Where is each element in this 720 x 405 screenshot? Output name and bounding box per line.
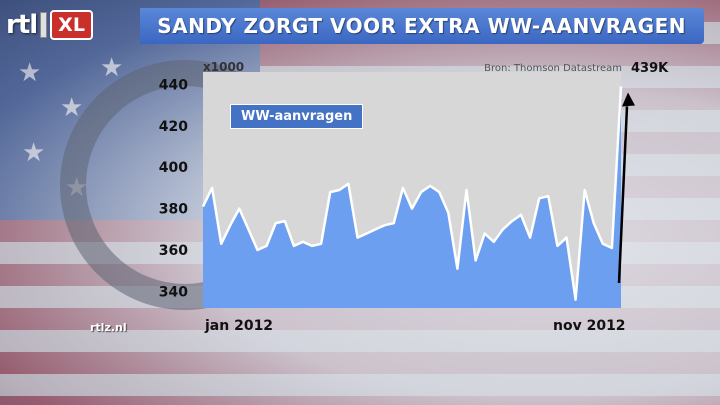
callout-label: 439K	[631, 61, 669, 76]
x-tick-label: jan 2012	[205, 318, 274, 334]
callout-arrow	[617, 106, 629, 284]
page-title: SANDY ZORGT VOOR EXTRA WW-AANVRAGEN	[140, 8, 704, 44]
source-label: Bron: Thomson Datastream	[484, 63, 622, 74]
y-tick-label: 400	[159, 160, 188, 176]
y-tick-label: 340	[159, 284, 188, 300]
series-label: WW-aanvragen	[230, 104, 364, 129]
site-url: rtlz.nl	[90, 321, 127, 334]
y-tick-label: 380	[159, 202, 188, 218]
logo-divider	[40, 12, 48, 38]
y-tick-label: 440	[159, 77, 188, 93]
series-area	[203, 86, 621, 308]
unit-label: x1000	[203, 60, 245, 74]
channel-logo: rtl XL	[6, 8, 93, 42]
series-line	[201, 86, 623, 301]
y-tick-label: 360	[159, 243, 188, 259]
x-tick-label: nov 2012	[553, 318, 626, 334]
logo-badge: XL	[50, 10, 93, 40]
y-tick-label: 420	[159, 119, 188, 135]
logo-text: rtl	[6, 10, 38, 40]
callout-arrowhead	[622, 92, 635, 107]
